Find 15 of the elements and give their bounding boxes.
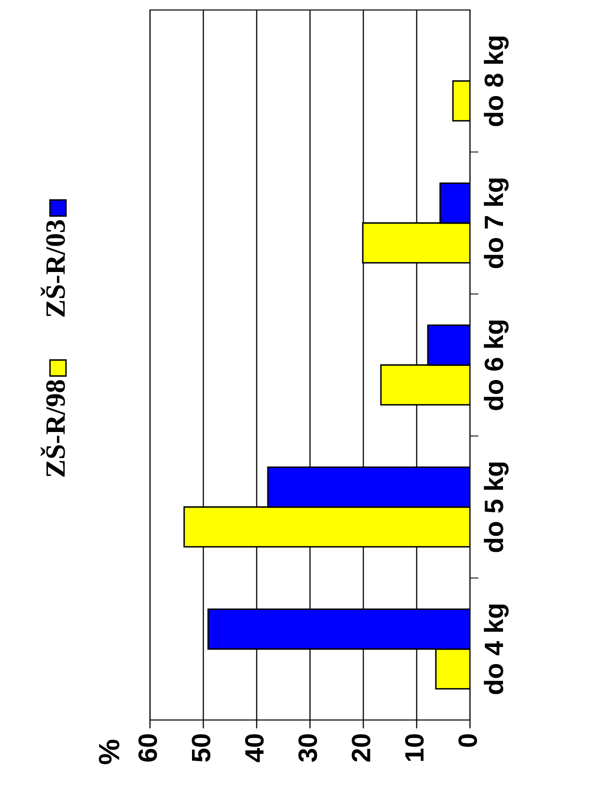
y-tick-label: do 6 kg bbox=[484, 320, 509, 410]
x-tick-label: 50 bbox=[192, 734, 210, 762]
x-tick-label: 0 bbox=[458, 734, 478, 747]
y-tick-label: do 4 kg bbox=[484, 604, 509, 694]
y-tick-label: do 8 kg bbox=[484, 36, 509, 126]
legend-label: ZŠ-R/03 bbox=[40, 220, 65, 317]
text: % bbox=[98, 740, 120, 764]
x-tick-label: 30 bbox=[298, 734, 318, 762]
x-tick-label: 10 bbox=[405, 734, 424, 761]
legend-label: ZŠ-R/98 bbox=[40, 380, 65, 477]
y-tick-label: do 5 kg bbox=[484, 462, 509, 552]
y-tick-label: do 7 kg bbox=[484, 178, 509, 268]
x-tick-label: 40 bbox=[245, 734, 264, 762]
x-tick-label: 20 bbox=[352, 734, 370, 762]
x-tick-label: 60 bbox=[138, 734, 158, 762]
